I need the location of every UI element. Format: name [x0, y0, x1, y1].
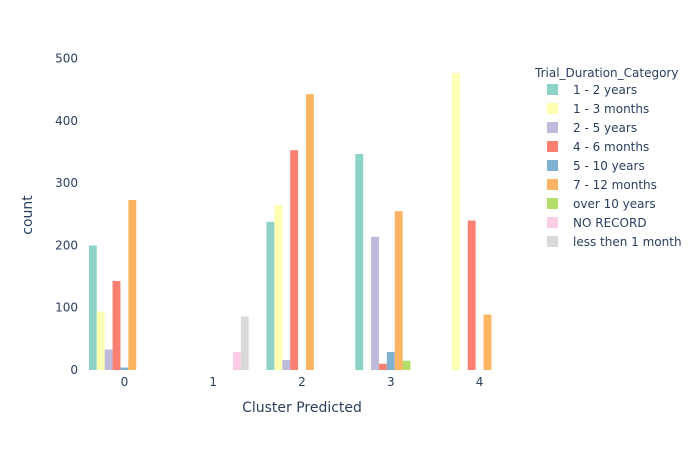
y-tick-label: 0: [70, 363, 78, 377]
x-tick-label: 0: [121, 375, 129, 389]
legend-label[interactable]: less then 1 month: [573, 235, 682, 249]
y-tick-label: 400: [55, 114, 78, 128]
legend-swatch[interactable]: [547, 160, 558, 171]
bar-2-5-years-cluster-0: [104, 349, 113, 370]
y-tick-label: 100: [55, 301, 78, 315]
x-tick-label: 2: [298, 375, 306, 389]
legend-swatch[interactable]: [547, 103, 558, 114]
y-tick-label: 300: [55, 176, 78, 190]
x-tick-label: 1: [209, 375, 217, 389]
legend-label[interactable]: 7 - 12 months: [573, 178, 657, 192]
legend-swatch[interactable]: [547, 236, 558, 247]
bar-no-record-cluster-1: [232, 351, 241, 370]
y-axis-ticks: 0 100 200 300 400 500: [55, 52, 78, 377]
legend-swatch[interactable]: [547, 179, 558, 190]
bar-4-6-months-cluster-0: [112, 280, 121, 370]
bar-7-12-months-cluster-2: [305, 94, 314, 371]
bar-2-5-years-cluster-3: [371, 236, 379, 370]
bar-4-6-months-cluster-2: [290, 150, 299, 370]
plot-area: [88, 73, 492, 371]
bar-1-3-months-cluster-2: [274, 205, 283, 370]
bar-1-2-years-cluster-0: [88, 245, 97, 370]
y-tick-label: 500: [55, 52, 78, 66]
legend-label[interactable]: 1 - 3 months: [573, 102, 649, 116]
legend-label[interactable]: NO RECORD: [573, 216, 647, 230]
legend: Trial_Duration_Category 1 - 2 years 1 - 3…: [534, 66, 682, 249]
legend-swatch[interactable]: [547, 198, 558, 209]
bar-5-10-years-cluster-0: [120, 367, 129, 370]
y-axis-title: count: [20, 195, 36, 235]
x-axis-ticks: 0 1 2 3 4: [121, 375, 484, 389]
y-tick-label: 200: [55, 238, 78, 252]
bar-over-10-years-cluster-3: [402, 360, 411, 370]
legend-swatch[interactable]: [547, 122, 558, 133]
legend-title: Trial_Duration_Category: [534, 66, 678, 80]
bar-7-12-months-cluster-3: [394, 211, 403, 370]
bar-4-6-months-cluster-3: [378, 363, 387, 370]
bar-7-12-months-cluster-4: [483, 314, 492, 370]
legend-label[interactable]: over 10 years: [573, 197, 656, 211]
bar-1-2-years-cluster-3: [355, 153, 364, 370]
x-tick-label: 4: [476, 375, 484, 389]
x-tick-label: 3: [387, 375, 395, 389]
bar-1-3-months-cluster-4: [451, 73, 460, 370]
legend-swatch[interactable]: [547, 217, 558, 228]
legend-label[interactable]: 5 - 10 years: [573, 159, 645, 173]
legend-label[interactable]: 4 - 6 months: [573, 140, 649, 154]
legend-swatch[interactable]: [547, 141, 558, 152]
bar-1-3-months-cluster-0: [96, 311, 105, 370]
x-axis-title: Cluster Predicted: [242, 400, 362, 416]
bar-1-2-years-cluster-2: [266, 221, 275, 370]
bar-5-10-years-cluster-3: [386, 351, 395, 370]
bar-less-then-1-month-cluster-1: [240, 316, 249, 370]
bar-2-5-years-cluster-2: [282, 360, 291, 370]
bar-4-6-months-cluster-4: [467, 220, 476, 370]
legend-swatch[interactable]: [547, 84, 558, 95]
bar-7-12-months-cluster-0: [128, 200, 137, 370]
legend-label[interactable]: 1 - 2 years: [573, 83, 637, 97]
legend-label[interactable]: 2 - 5 years: [573, 121, 637, 135]
